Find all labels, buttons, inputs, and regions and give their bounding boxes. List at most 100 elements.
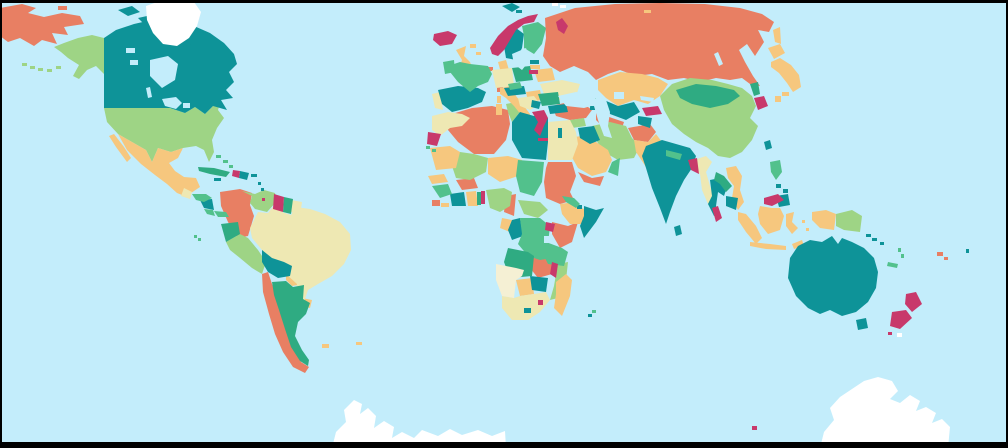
country-venezuela[interactable] xyxy=(242,190,277,212)
country-cambodia[interactable] xyxy=(726,196,738,210)
country-spain[interactable] xyxy=(438,86,486,112)
country-bangladesh[interactable] xyxy=(688,158,699,174)
country-costa-rica[interactable] xyxy=(204,209,215,216)
country-indonesia-moluccas-2[interactable] xyxy=(806,228,809,231)
country-tajikistan[interactable] xyxy=(638,116,652,128)
country-indonesia-java[interactable] xyxy=(750,242,786,250)
island-aleutian-4[interactable] xyxy=(47,69,52,72)
country-malaysia-peninsula[interactable] xyxy=(712,206,722,222)
region-antarctica-west[interactable] xyxy=(332,400,506,448)
country-afghanistan[interactable] xyxy=(628,124,656,142)
country-guyana[interactable] xyxy=(273,194,284,212)
country-chad[interactable] xyxy=(516,160,544,196)
country-australia[interactable] xyxy=(788,236,878,316)
country-liberia[interactable] xyxy=(441,203,449,207)
island-antilles-1[interactable] xyxy=(258,182,261,185)
country-somalia[interactable] xyxy=(580,206,604,238)
country-uzbekistan[interactable] xyxy=(604,100,640,120)
country-togo[interactable] xyxy=(477,192,481,205)
country-france[interactable] xyxy=(448,62,492,92)
island-tonga[interactable] xyxy=(966,249,969,253)
country-indonesia-sulawesi[interactable] xyxy=(786,212,798,234)
island-vanuatu-2[interactable] xyxy=(901,254,904,258)
country-mongolia[interactable] xyxy=(676,84,740,108)
country-saudi-arabia[interactable] xyxy=(566,136,612,176)
island-sakhalin[interactable] xyxy=(773,27,781,44)
country-philippines-visayas-1[interactable] xyxy=(776,184,781,188)
country-egypt[interactable] xyxy=(548,120,578,160)
country-brazil[interactable] xyxy=(250,199,351,302)
country-uganda[interactable] xyxy=(545,222,555,232)
island-canary-2[interactable] xyxy=(432,149,436,152)
country-suriname[interactable] xyxy=(283,197,293,214)
island-solomon-2[interactable] xyxy=(872,238,877,241)
country-nepal[interactable] xyxy=(666,150,682,160)
country-cote-divoire[interactable] xyxy=(450,192,466,206)
country-fiji[interactable] xyxy=(937,252,943,256)
country-peru[interactable] xyxy=(226,234,266,274)
country-indonesia-kalimantan[interactable] xyxy=(758,206,784,234)
country-sudan[interactable] xyxy=(544,162,576,204)
country-indonesia-west-papua[interactable] xyxy=(812,210,836,230)
country-colombia[interactable] xyxy=(220,189,254,238)
country-ecuador[interactable] xyxy=(221,222,240,242)
island-antilles-3[interactable] xyxy=(262,198,265,201)
country-estonia[interactable] xyxy=(530,60,539,64)
country-russia-chukotka[interactable] xyxy=(0,4,84,46)
island-aleutian-5[interactable] xyxy=(56,66,61,69)
island-galapagos-1[interactable] xyxy=(194,235,197,238)
island-antarctic-islet[interactable] xyxy=(897,333,902,337)
country-romania[interactable] xyxy=(538,92,560,106)
country-puerto-rico[interactable] xyxy=(251,174,257,177)
country-sierra-leone[interactable] xyxy=(432,200,440,206)
island-aleutian-3[interactable] xyxy=(38,68,43,71)
island-severnaya-zemlya[interactable] xyxy=(644,10,651,13)
country-jamaica[interactable] xyxy=(214,178,221,181)
country-norway[interactable] xyxy=(490,14,538,56)
country-serbia[interactable] xyxy=(531,100,541,109)
country-papua-new-guinea[interactable] xyxy=(836,210,862,232)
country-italy-corsica[interactable] xyxy=(497,96,501,103)
country-greece-crete[interactable] xyxy=(538,138,548,141)
country-zimbabwe[interactable] xyxy=(530,276,548,292)
island-svalbard-2[interactable] xyxy=(516,10,522,13)
country-philippines-luzon[interactable] xyxy=(770,160,782,180)
country-new-zealand-south[interactable] xyxy=(890,310,912,329)
country-fiji-2[interactable] xyxy=(944,257,948,260)
country-greece[interactable] xyxy=(532,110,548,136)
country-israel[interactable] xyxy=(558,128,562,138)
country-benin[interactable] xyxy=(481,191,485,204)
island-bahamas-1[interactable] xyxy=(216,155,221,158)
country-namibia[interactable] xyxy=(496,264,524,298)
country-taiwan[interactable] xyxy=(764,140,772,150)
country-czechia[interactable] xyxy=(508,82,522,90)
island-vanuatu-1[interactable] xyxy=(898,248,901,252)
country-chile[interactable] xyxy=(262,272,309,373)
country-central-african-republic[interactable] xyxy=(518,200,548,218)
island-falkland[interactable] xyxy=(322,344,329,348)
country-kenya[interactable] xyxy=(552,222,578,248)
country-india[interactable] xyxy=(642,140,696,224)
island-new-caledonia[interactable] xyxy=(887,262,898,268)
country-vietnam[interactable] xyxy=(726,166,744,210)
country-kyrgyzstan[interactable] xyxy=(642,106,662,116)
country-philippines-visayas-2[interactable] xyxy=(783,189,788,193)
country-morocco[interactable] xyxy=(432,112,470,136)
country-iraq[interactable] xyxy=(578,126,600,144)
country-iceland[interactable] xyxy=(433,31,457,46)
country-armenia[interactable] xyxy=(590,106,596,110)
country-russia[interactable] xyxy=(543,3,774,86)
island-aleutian-1[interactable] xyxy=(22,63,27,66)
country-myanmar[interactable] xyxy=(694,156,714,204)
country-dr-congo[interactable] xyxy=(518,218,552,260)
country-malaysia-borneo[interactable] xyxy=(764,194,784,206)
country-niger[interactable] xyxy=(488,156,522,182)
country-finland[interactable] xyxy=(522,22,546,54)
country-laos[interactable] xyxy=(714,172,732,192)
country-south-korea[interactable] xyxy=(754,96,768,110)
country-mauritania[interactable] xyxy=(430,146,460,170)
country-mexico-baja[interactable] xyxy=(109,134,131,162)
country-yemen[interactable] xyxy=(578,172,604,186)
country-panama[interactable] xyxy=(214,211,229,217)
country-japan-kyushu[interactable] xyxy=(775,96,781,102)
